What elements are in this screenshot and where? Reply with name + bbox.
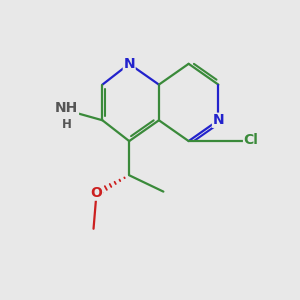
Text: NH: NH <box>55 101 78 116</box>
Text: N: N <box>123 57 135 71</box>
Text: O: O <box>91 186 102 200</box>
Text: Cl: Cl <box>244 133 259 147</box>
Text: N: N <box>212 113 224 127</box>
Text: H: H <box>62 118 72 130</box>
